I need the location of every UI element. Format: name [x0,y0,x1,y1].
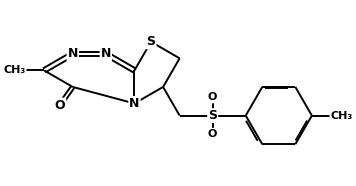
Text: N: N [101,47,111,60]
Text: N: N [68,47,78,60]
Text: N: N [129,97,140,110]
Text: CH₃: CH₃ [330,111,352,121]
Text: S: S [146,35,156,48]
Text: O: O [54,99,65,112]
Text: O: O [208,129,218,139]
Text: S: S [208,109,217,122]
Text: CH₃: CH₃ [4,65,26,75]
Text: O: O [208,92,218,102]
